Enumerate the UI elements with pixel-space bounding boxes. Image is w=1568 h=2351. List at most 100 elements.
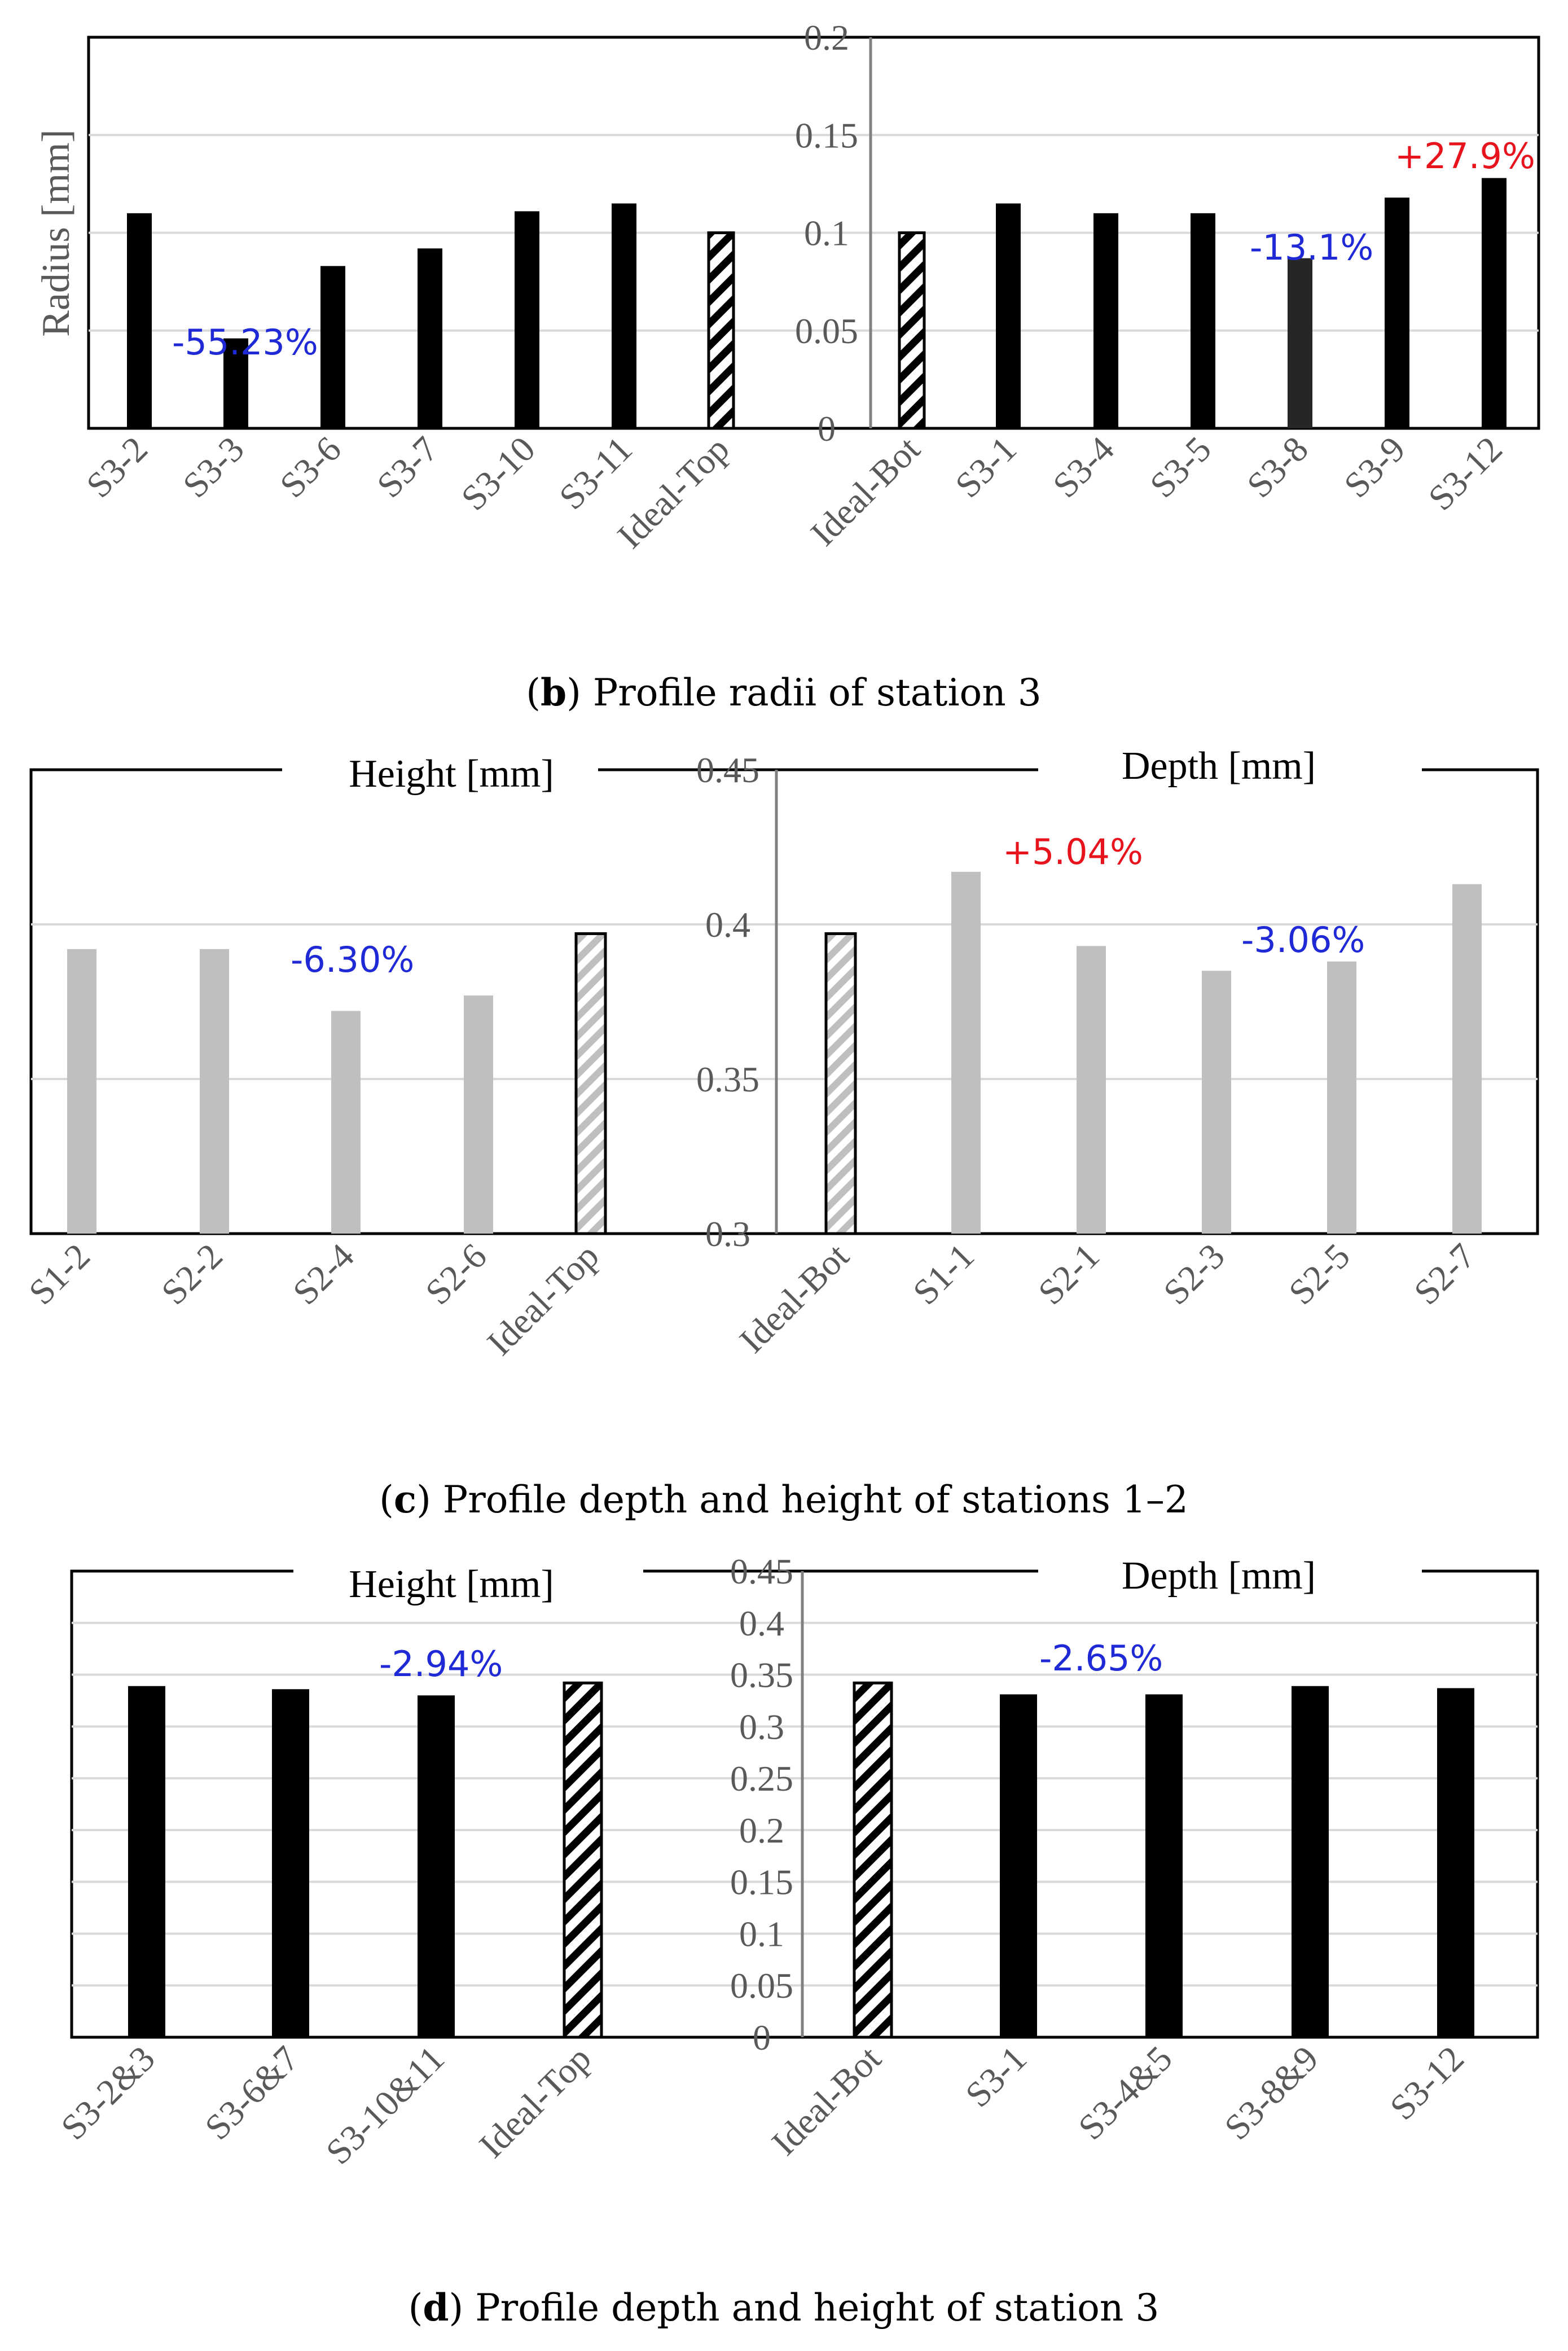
bar-s3-12 — [1482, 178, 1506, 428]
panel-d-right-title: Depth [mm] — [1122, 1554, 1316, 1598]
bar-s3-8 — [1288, 258, 1312, 428]
panel-d-annotation-1: -2.94% — [379, 1643, 503, 1685]
category-label: S1-1 — [905, 1236, 982, 1313]
category-label: S2-4 — [285, 1236, 362, 1313]
y-tick-label: 0.05 — [730, 1966, 793, 2006]
category-label: S3-10&11 — [318, 2038, 452, 2172]
category-label: S2-3 — [1156, 1236, 1232, 1313]
category-label: Ideal-Top — [479, 1236, 606, 1363]
bar-s3-8-9 — [1292, 1686, 1329, 2037]
bar-s2-6 — [464, 995, 493, 1234]
y-tick-label: 0.25 — [730, 1758, 793, 1799]
bar-ideal-bot — [898, 231, 926, 430]
y-tick-label: 0.3 — [705, 1214, 750, 1254]
category-label: S3-10 — [454, 429, 543, 518]
y-tick-label: 0.4 — [739, 1603, 784, 1643]
panel-c: Height [mm] Depth [mm] 0.3 0.35 0.4 0.45 S1… — [21, 744, 1539, 1521]
bar-s3-3 — [223, 338, 248, 428]
panel-d-left-title-bg — [293, 1552, 643, 1595]
bar-s1-2 — [67, 949, 96, 1234]
bar-s2-5 — [1327, 961, 1356, 1234]
category-label: S3-2 — [78, 429, 155, 506]
bar-s3-12 — [1437, 1688, 1474, 2037]
panel-d: Height [mm] Depth [mm] 0 0.05 0.1 0.15 0.2 0.… — [53, 1551, 1539, 2330]
bar-s3-11 — [612, 203, 636, 428]
y-tick-label: 0 — [818, 409, 836, 449]
panel-d-caption: (d) Profile depth and height of station … — [409, 2286, 1159, 2330]
panel-c-left-title: Height [mm] — [349, 752, 554, 796]
category-label: S3-2&3 — [53, 2038, 162, 2148]
y-tick-label: 0.1 — [739, 1914, 784, 1954]
category-label: S3-7 — [369, 429, 446, 506]
category-label: S3-4 — [1045, 429, 1122, 506]
panel-c-caption-text: Profile depth and height of stations 1–2 — [431, 1478, 1188, 1521]
bar-ideal-bot — [853, 1681, 893, 2039]
panel-c-frame — [29, 768, 1539, 1235]
panel-d-left-title: Height [mm] — [349, 1563, 554, 1606]
panel-c-annotation-1: -6.30% — [291, 939, 414, 980]
panel-d-right-title-bg — [1038, 1552, 1422, 1591]
bar-ideal-top — [707, 231, 735, 430]
panel-c-caption-letter: c — [394, 1477, 416, 1521]
panel-c-right-title: Depth [mm] — [1122, 744, 1316, 788]
category-label: S3-6 — [272, 429, 349, 506]
category-label: S2-2 — [153, 1236, 230, 1313]
panel-c-annotation-3: -3.06% — [1241, 919, 1365, 960]
panel-b: 00.050.10.150.2 S3-2 S3-3 S3-6 S3-7 S3-10 S3-… — [34, 17, 1540, 714]
panel-b-caption-text: Profile radii of station 3 — [581, 671, 1042, 714]
panel-d-frame — [70, 1569, 1539, 2039]
bar-s3-10 — [515, 211, 539, 428]
bar-s3-4 — [1093, 213, 1118, 428]
bar-s3-2-3 — [128, 1686, 165, 2037]
bar-s3-9 — [1385, 198, 1409, 428]
panel-b-ylabel: Radius [mm] — [34, 129, 78, 336]
panel-b-annotation-2: -13.1% — [1250, 227, 1373, 268]
bar-s2-4 — [331, 1011, 361, 1234]
y-tick-label: 0 — [753, 2017, 771, 2058]
category-label: S3-1 — [958, 2038, 1034, 2115]
y-tick-label: 0.3 — [739, 1707, 784, 1747]
bar-s3-6 — [320, 266, 345, 428]
bar-s3-2 — [127, 213, 152, 428]
bar-s3-1 — [1000, 1694, 1037, 2037]
bar-ideal-bot — [824, 932, 857, 1235]
category-label: S3-3 — [175, 429, 252, 506]
panel-c-caption: (c) Profile depth and height of stations… — [379, 1477, 1188, 1521]
category-label: S3-6&7 — [197, 2038, 306, 2148]
y-tick-label: 0.35 — [696, 1059, 759, 1099]
panel-c-right-title-bg — [1038, 751, 1422, 790]
bar-s3-5 — [1191, 213, 1215, 428]
category-label: S2-1 — [1030, 1236, 1107, 1313]
category-label: S2-7 — [1406, 1236, 1483, 1313]
panel-d-annotation-2: -2.65% — [1039, 1638, 1163, 1679]
category-label: S2-5 — [1281, 1236, 1358, 1313]
y-tick-label: 0.2 — [804, 17, 849, 58]
category-label: S3-8&9 — [1216, 2038, 1326, 2148]
y-tick-label: 0.45 — [696, 750, 759, 790]
bar-s3-10-11 — [418, 1695, 455, 2037]
category-label: Ideal-Top — [471, 2038, 598, 2165]
panel-b-annotation-1: -55.23% — [172, 322, 318, 363]
category-label: S3-4&5 — [1070, 2038, 1180, 2148]
category-label: S3-1 — [947, 429, 1024, 506]
bar-s2-7 — [1452, 884, 1482, 1234]
panel-d-caption-letter: d — [423, 2286, 449, 2330]
panel-c-left-title-bg — [282, 751, 598, 790]
panel-c-annotation-2: +5.04% — [1003, 831, 1143, 872]
category-label: S1-2 — [21, 1236, 98, 1313]
bar-s2-2 — [200, 949, 229, 1234]
bar-s1-1 — [951, 871, 981, 1234]
panel-b-caption-letter: b — [541, 670, 566, 714]
category-label: S3-8 — [1239, 429, 1316, 506]
y-tick-label: 0.1 — [804, 213, 849, 253]
bar-s2-1 — [1077, 946, 1106, 1234]
panel-b-annotation-3: +27.9% — [1395, 135, 1535, 177]
panel-b-caption: (b) Profile radii of station 3 — [526, 670, 1042, 714]
bar-s3-7 — [418, 248, 442, 428]
category-label: Ideal-Bot — [732, 1236, 857, 1361]
y-tick-label: 0.4 — [705, 905, 750, 945]
bar-s3-1 — [996, 203, 1021, 428]
category-label: S3-12 — [1421, 429, 1510, 518]
category-label: S3-9 — [1336, 429, 1413, 506]
